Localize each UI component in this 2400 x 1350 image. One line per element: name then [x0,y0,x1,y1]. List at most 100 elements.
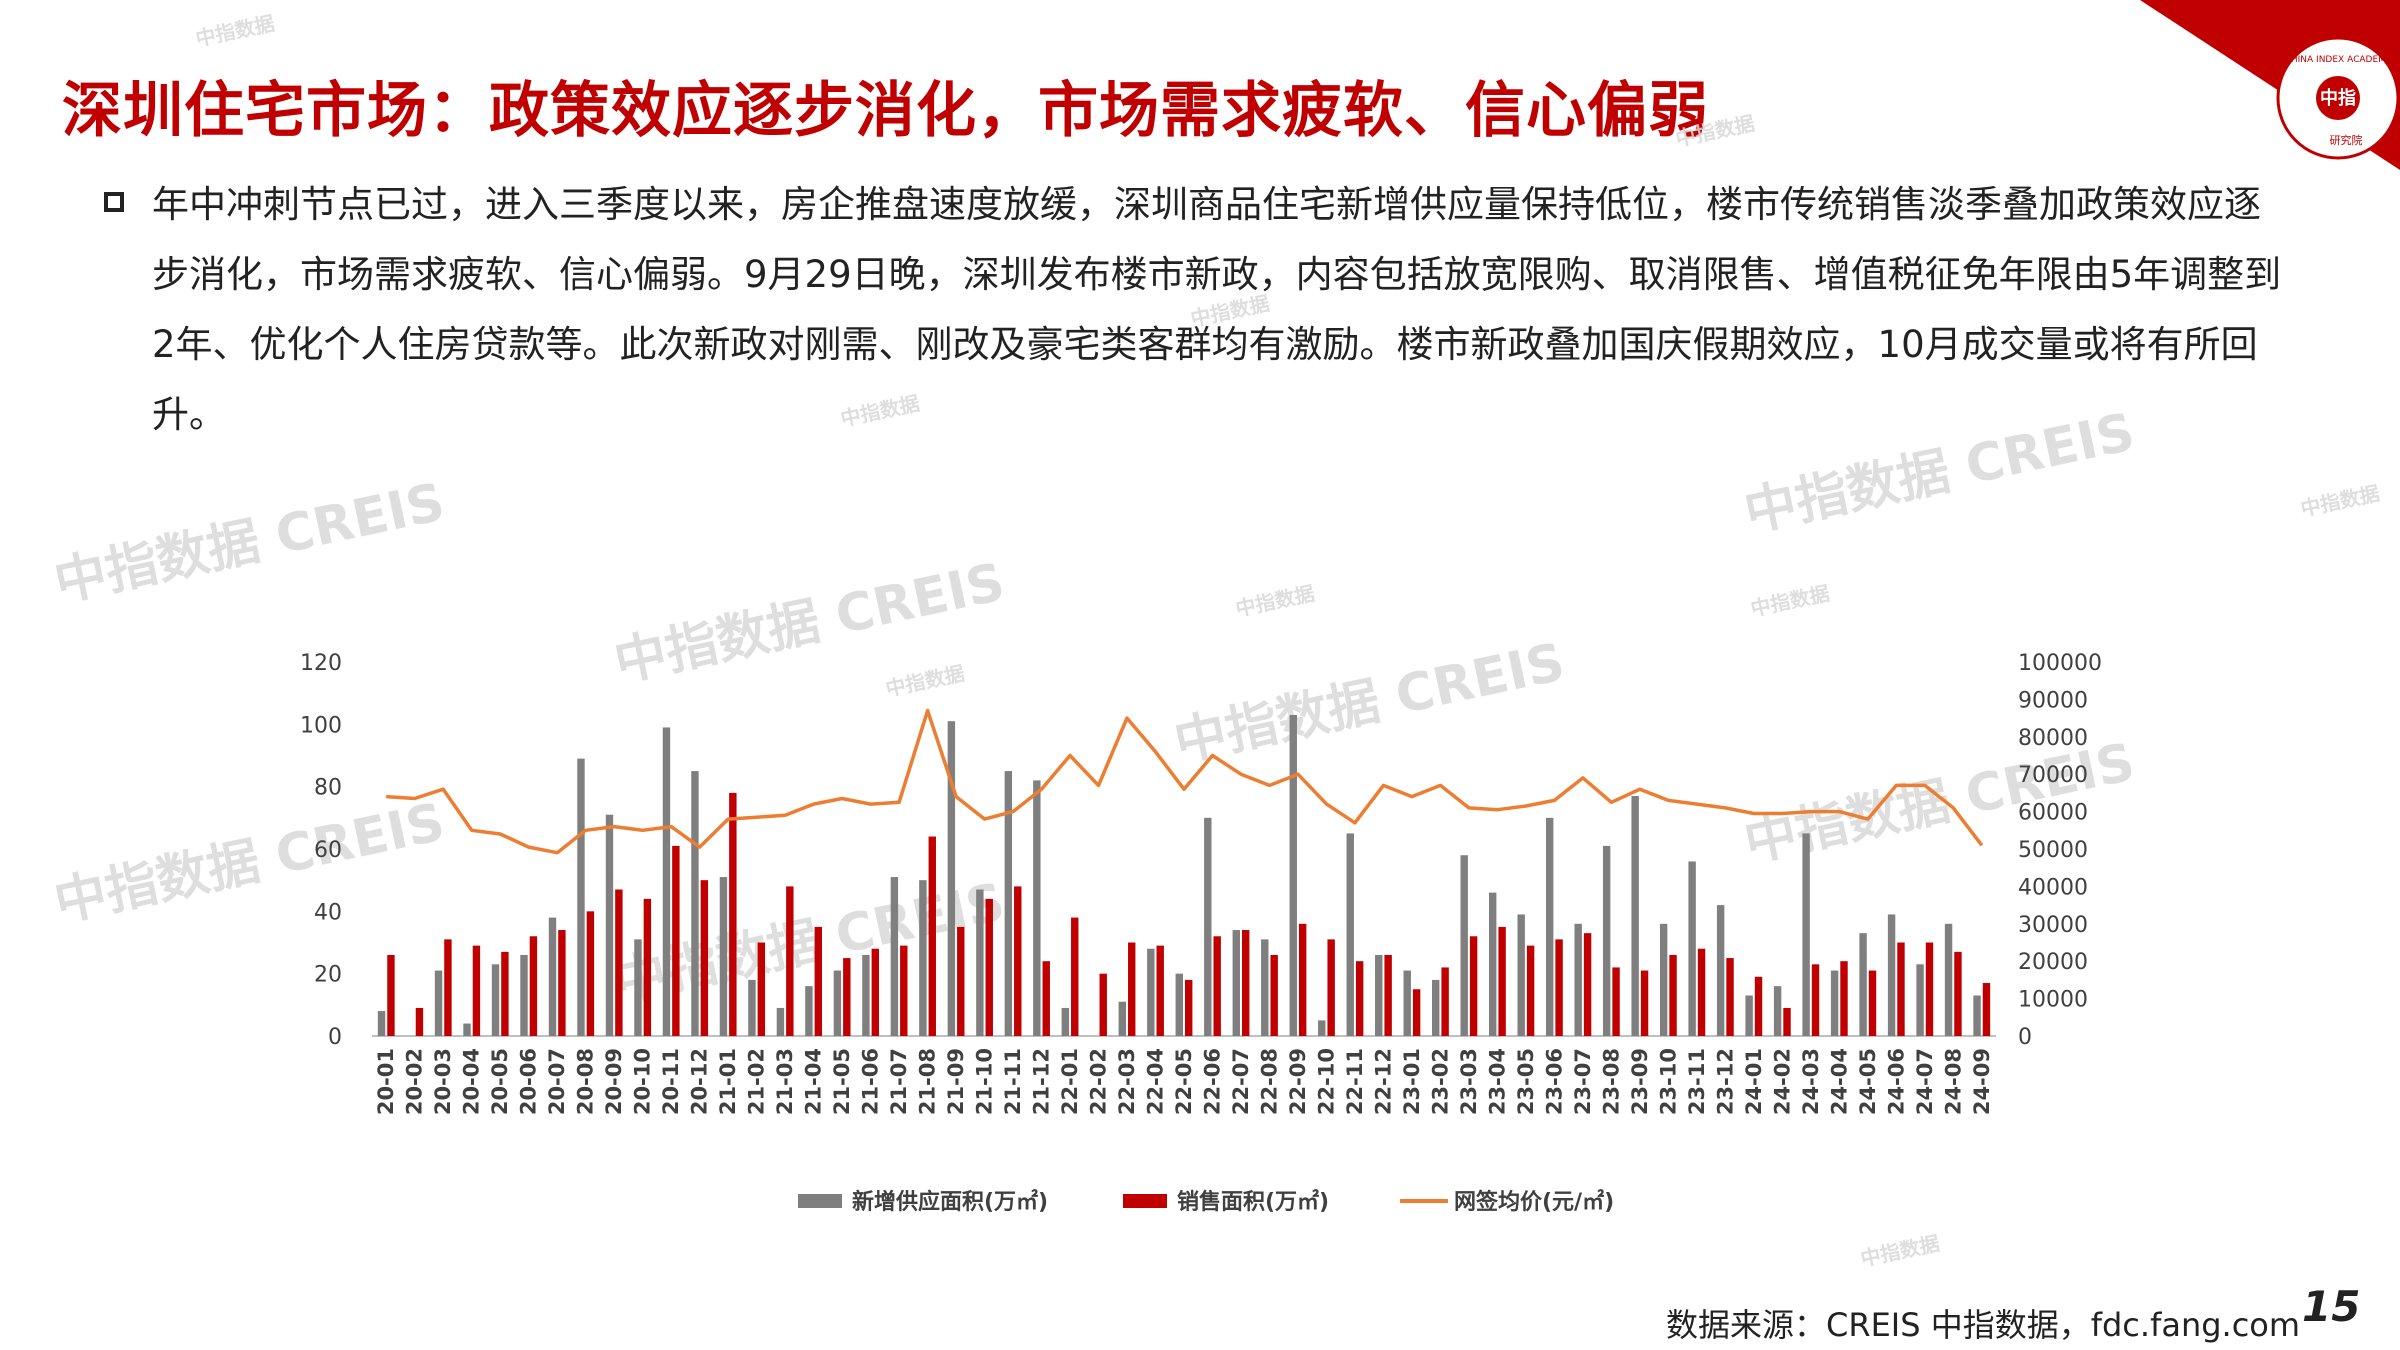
supply-bar [890,877,899,1036]
y-right-tick-label: 90000 [2018,688,2088,713]
supply-bar [1118,1001,1127,1036]
supply-bar [1631,796,1639,1036]
supply-bar [577,758,585,1036]
x-tick-label: 23-06 [1542,1048,1566,1115]
supply-bar [1830,970,1839,1036]
sales-bar [1128,942,1136,1036]
supply-bar [1688,861,1696,1036]
y-left-tick-label: 120 [300,651,342,676]
supply-bar [976,889,984,1036]
logo-bottom-text: 研究院 [2330,133,2363,147]
sales-bar [1156,945,1164,1036]
x-tick-label: 20-01 [374,1048,398,1115]
x-tick-label: 24-05 [1856,1048,1880,1115]
x-tick-label: 22-01 [1058,1048,1082,1115]
supply-bar [947,721,956,1036]
supply-bar [548,917,557,1036]
supply-bar [1773,986,1782,1036]
sales-bar [1612,967,1620,1036]
y-right-tick-label: 60000 [2018,801,2088,826]
x-tick-label: 23-01 [1400,1048,1424,1115]
sales-bar [1669,954,1677,1036]
x-tick-label: 24-02 [1770,1048,1794,1115]
y-left-tick-label: 0 [328,1025,342,1050]
x-tick-label: 24-01 [1742,1048,1766,1115]
x-tick-label: 21-07 [887,1048,911,1115]
y-right-tick-label: 30000 [2018,913,2088,938]
sales-bar [700,880,709,1036]
x-tick-label: 20-06 [517,1048,541,1115]
x-tick-label: 23-05 [1514,1048,1538,1115]
x-tick-label: 23-10 [1656,1048,1680,1115]
x-tick-label: 22-09 [1286,1048,1310,1115]
x-tick-label: 21-12 [1030,1048,1054,1115]
y-right-tick-label: 50000 [2018,838,2088,863]
sales-bar [1270,954,1278,1036]
x-tick-label: 20-04 [460,1048,484,1115]
supply-bar [491,964,500,1036]
x-tick-label: 22-05 [1172,1048,1196,1115]
sales-bar [1498,926,1506,1036]
x-tick-label: 20-03 [431,1048,455,1115]
sales-bar [1071,917,1079,1036]
sales-bar [1099,973,1107,1036]
supply-bar [1432,979,1440,1036]
supply-bar [1375,954,1383,1036]
x-tick-label: 22-03 [1115,1048,1139,1115]
legend-swatch [798,1194,842,1208]
x-tick-label: 22-11 [1343,1048,1367,1115]
logo-corner: 中指 CHINA INDEX ACADEMY 研究院 [2140,0,2400,170]
x-tick-label: 22-10 [1314,1048,1338,1115]
supply-bar [1232,930,1240,1036]
x-tick-label: 21-11 [1001,1048,1025,1115]
y-left-tick-label: 20 [314,963,342,988]
sales-bar [928,836,936,1036]
supply-bar [1175,973,1183,1036]
x-tick-label: 24-03 [1799,1048,1823,1115]
sales-bar [1555,939,1563,1036]
supply-bar [1403,970,1411,1036]
supply-bar [1147,948,1155,1036]
sales-bar [1783,1007,1791,1036]
body-paragraph: 年中冲刺节点已过，进入三季度以来，房企推盘速度放缓，深圳商品住宅新增供应量保持低… [152,183,2282,436]
sales-bar [1241,930,1250,1036]
sales-bar [1327,939,1335,1036]
supply-bar [862,954,870,1036]
x-tick-label: 24-07 [1913,1048,1937,1115]
x-tick-label: 23-07 [1571,1048,1595,1115]
price-line [386,708,1984,855]
sales-bar [957,926,965,1036]
sales-bar [1754,976,1763,1036]
supply-bar [1061,1007,1070,1036]
x-tick-label: 21-09 [944,1048,968,1115]
supply-bar [1488,892,1497,1036]
y-left-tick-label: 100 [300,713,342,738]
x-tick-label: 22-06 [1200,1048,1224,1115]
sales-bar [1384,954,1392,1036]
sales-bar [1014,886,1022,1036]
supply-bar [1887,914,1896,1036]
supply-bar [1261,939,1269,1036]
y-left-tick-label: 60 [314,838,342,863]
sales-bar [814,926,823,1036]
supply-bar [719,877,728,1036]
sales-bar [1840,961,1848,1036]
sales-bar [1697,948,1706,1036]
sales-bar [1925,942,1934,1036]
x-tick-label: 23-12 [1713,1048,1737,1115]
supply-bar [634,939,642,1036]
supply-bar [1574,923,1582,1036]
x-tick-label: 21-02 [745,1048,769,1115]
supply-bar [1745,995,1753,1036]
y-left-tick-label: 40 [314,900,342,925]
y-right-tick-label: 10000 [2018,988,2088,1013]
supply-bar [1859,933,1867,1036]
x-tick-label: 21-10 [973,1048,997,1115]
y-right-tick-label: 0 [2018,1025,2032,1050]
sales-bar [1897,942,1905,1036]
supply-bar [377,1011,386,1036]
sales-bar [1811,964,1820,1036]
sales-bar [501,951,509,1036]
sales-bar [1412,989,1421,1036]
